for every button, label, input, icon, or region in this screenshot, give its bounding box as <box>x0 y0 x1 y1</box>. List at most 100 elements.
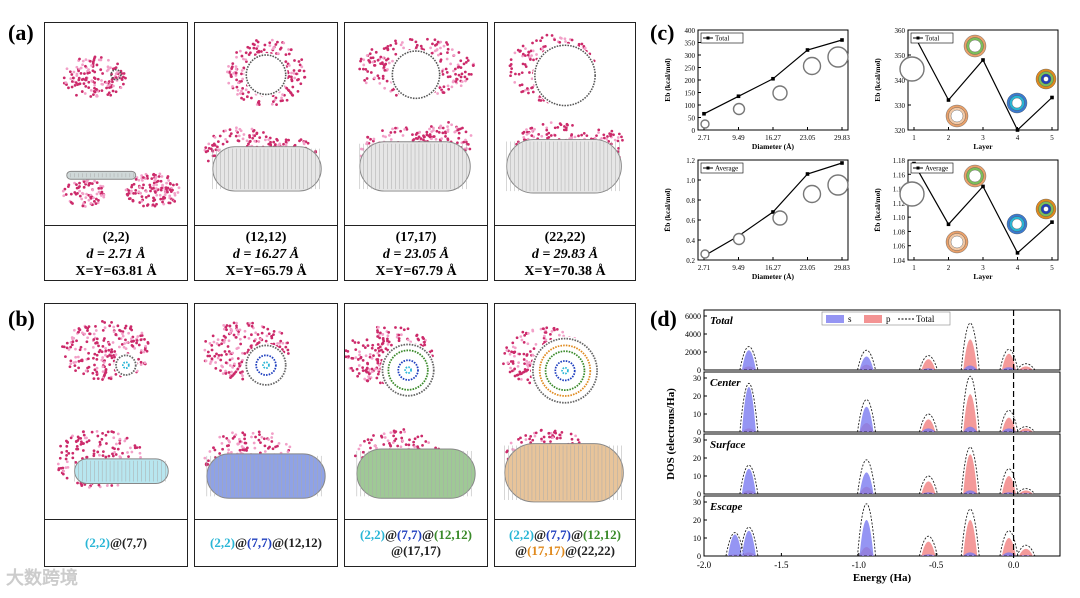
tube-cross-section-icon <box>802 184 822 204</box>
caption-box-size: X=Y=63.81 Å <box>75 264 157 279</box>
x-tick-label: -0.5 <box>929 560 944 570</box>
caption-b-1: (2,2)@(7,7) <box>44 519 188 567</box>
simulation-render <box>203 321 326 499</box>
caption-line: (2,2)@(7,7)@(12,12) <box>495 527 635 543</box>
p-orbital-peak <box>921 359 936 370</box>
total-dos-curve <box>960 508 980 557</box>
caption-b-2: (2,2)@(7,7)@(12,12) <box>194 519 338 567</box>
tube-cavity <box>532 43 598 108</box>
total-dos-curve <box>1016 544 1036 557</box>
data-point <box>771 76 775 81</box>
caption-name: (17,17) <box>395 230 437 245</box>
s-orbital-peak <box>741 468 756 494</box>
caption-a-22-22: (22,22) d = 29.83 Å X=Y=70.38 Å <box>494 225 636 281</box>
x-tick-label: 9.49 <box>732 134 745 142</box>
caption-b-4: (2,2)@(7,7)@(12,12) @(17,17)@(22,22) <box>494 519 636 567</box>
caption-diameter: d = 16.27 Å <box>232 247 300 262</box>
total-dos-curve <box>999 468 1019 495</box>
legend-marker <box>706 166 710 170</box>
s-orbital-peak <box>921 368 936 370</box>
x-tick-label: 29.83 <box>834 264 850 272</box>
chart-dos: 0 2000 4000 6000 Total 0 10 20 30 Center 0 10 20 30 Su… <box>665 309 1061 584</box>
tube-cross-section-icon <box>1035 68 1057 90</box>
data-point <box>981 58 985 62</box>
y-axis-label: Ēb (kcal/mol) <box>873 188 882 232</box>
tube-cross-section-icon <box>827 174 849 196</box>
nanotube-ring <box>404 366 412 374</box>
tube-cross-section-icon <box>802 56 822 76</box>
nanotube-ring <box>391 50 441 100</box>
p-orbital-peak <box>1001 538 1016 556</box>
y-tick-label: 1.18 <box>893 157 906 165</box>
legend-box <box>821 311 951 326</box>
y-tick-label: 0 <box>697 366 701 375</box>
sim-image-a-17-17 <box>344 22 488 227</box>
x-tick-label: 23.05 <box>800 134 816 142</box>
nanotube-side <box>212 146 322 192</box>
p-orbital-peak <box>1001 476 1016 494</box>
caption-name: (12,12) <box>245 230 287 245</box>
caption-segment: @ <box>234 535 248 550</box>
subplot-name: Total <box>710 315 734 327</box>
simulation-render <box>56 319 169 489</box>
s-orbital-peak <box>921 554 936 556</box>
total-dos-curve <box>739 382 759 433</box>
y-tick-label: 300 <box>685 52 696 60</box>
x-tick-label: -1.5 <box>774 560 789 570</box>
total-dos-curve <box>960 376 980 433</box>
total-dos-curve <box>1016 488 1036 495</box>
s-orbital-peak <box>859 472 874 494</box>
x-tick-label: 5 <box>1050 264 1054 272</box>
nanotube-ring <box>115 354 137 376</box>
panel-label-d: (d) <box>650 306 677 331</box>
nanotube-side <box>359 141 471 192</box>
total-dos-curve <box>960 446 980 495</box>
p-orbital-peak <box>1001 353 1016 370</box>
y-tick-label: 10 <box>693 410 701 419</box>
caption-segment: @ <box>421 527 435 542</box>
s-orbital-peak <box>921 428 936 432</box>
s-orbital-peak <box>741 387 756 432</box>
tube-cross-section-icon <box>772 85 788 101</box>
caption-a-12-12: (12,12) d = 16.27 Å X=Y=65.79 Å <box>194 225 338 281</box>
nanotube-ring <box>534 44 596 107</box>
total-dos-curve <box>1016 363 1036 371</box>
caption-segment: (17,17) <box>527 543 565 558</box>
s-orbital-peak <box>963 426 978 432</box>
tube-cross-section-icon <box>1035 198 1057 220</box>
x-tick-label: 1 <box>912 264 916 272</box>
sim-image-a-22-22 <box>494 22 636 227</box>
water-molecules <box>61 178 106 208</box>
caption-segment: (2,2) <box>509 527 534 542</box>
tube-cavity <box>244 343 288 387</box>
caption-line: (2,2)@(7,7) <box>45 535 187 551</box>
sim-image-b-3 <box>344 303 488 521</box>
s-orbital-peak <box>859 356 874 370</box>
legend-marker <box>916 36 920 40</box>
caption-segment: (2,2) <box>210 535 235 550</box>
y-tick-label: 10 <box>693 472 701 481</box>
y-tick-label: 320 <box>895 127 906 135</box>
subplot-name: Center <box>710 377 741 389</box>
sim-image-a-2-2 <box>44 22 188 227</box>
y-tick-label: 0 <box>692 127 696 135</box>
total-dos-curve <box>857 349 876 371</box>
total-dos-curve <box>918 475 938 495</box>
p-orbital-peak <box>1018 490 1033 494</box>
s-orbital-peak <box>1001 367 1016 370</box>
data-point <box>840 38 844 42</box>
nanotube-ring <box>255 354 277 376</box>
simulation-render <box>61 55 181 208</box>
data-point <box>981 184 985 189</box>
tube-cross-section-icon <box>1006 213 1028 235</box>
nanotube-ring <box>554 360 576 382</box>
legend-label: Total <box>715 35 729 43</box>
x-axis-label: Layer <box>973 272 993 281</box>
nanotube-ring <box>245 344 287 386</box>
tube-cross-section-icon <box>700 249 710 259</box>
data-point <box>1050 95 1054 100</box>
p-orbital-peak <box>1018 548 1033 556</box>
caption-line: (2,2)@(7,7)@(12,12) <box>345 527 487 543</box>
y-tick-label: 2000 <box>685 348 701 357</box>
s-orbital-peak <box>741 530 756 556</box>
